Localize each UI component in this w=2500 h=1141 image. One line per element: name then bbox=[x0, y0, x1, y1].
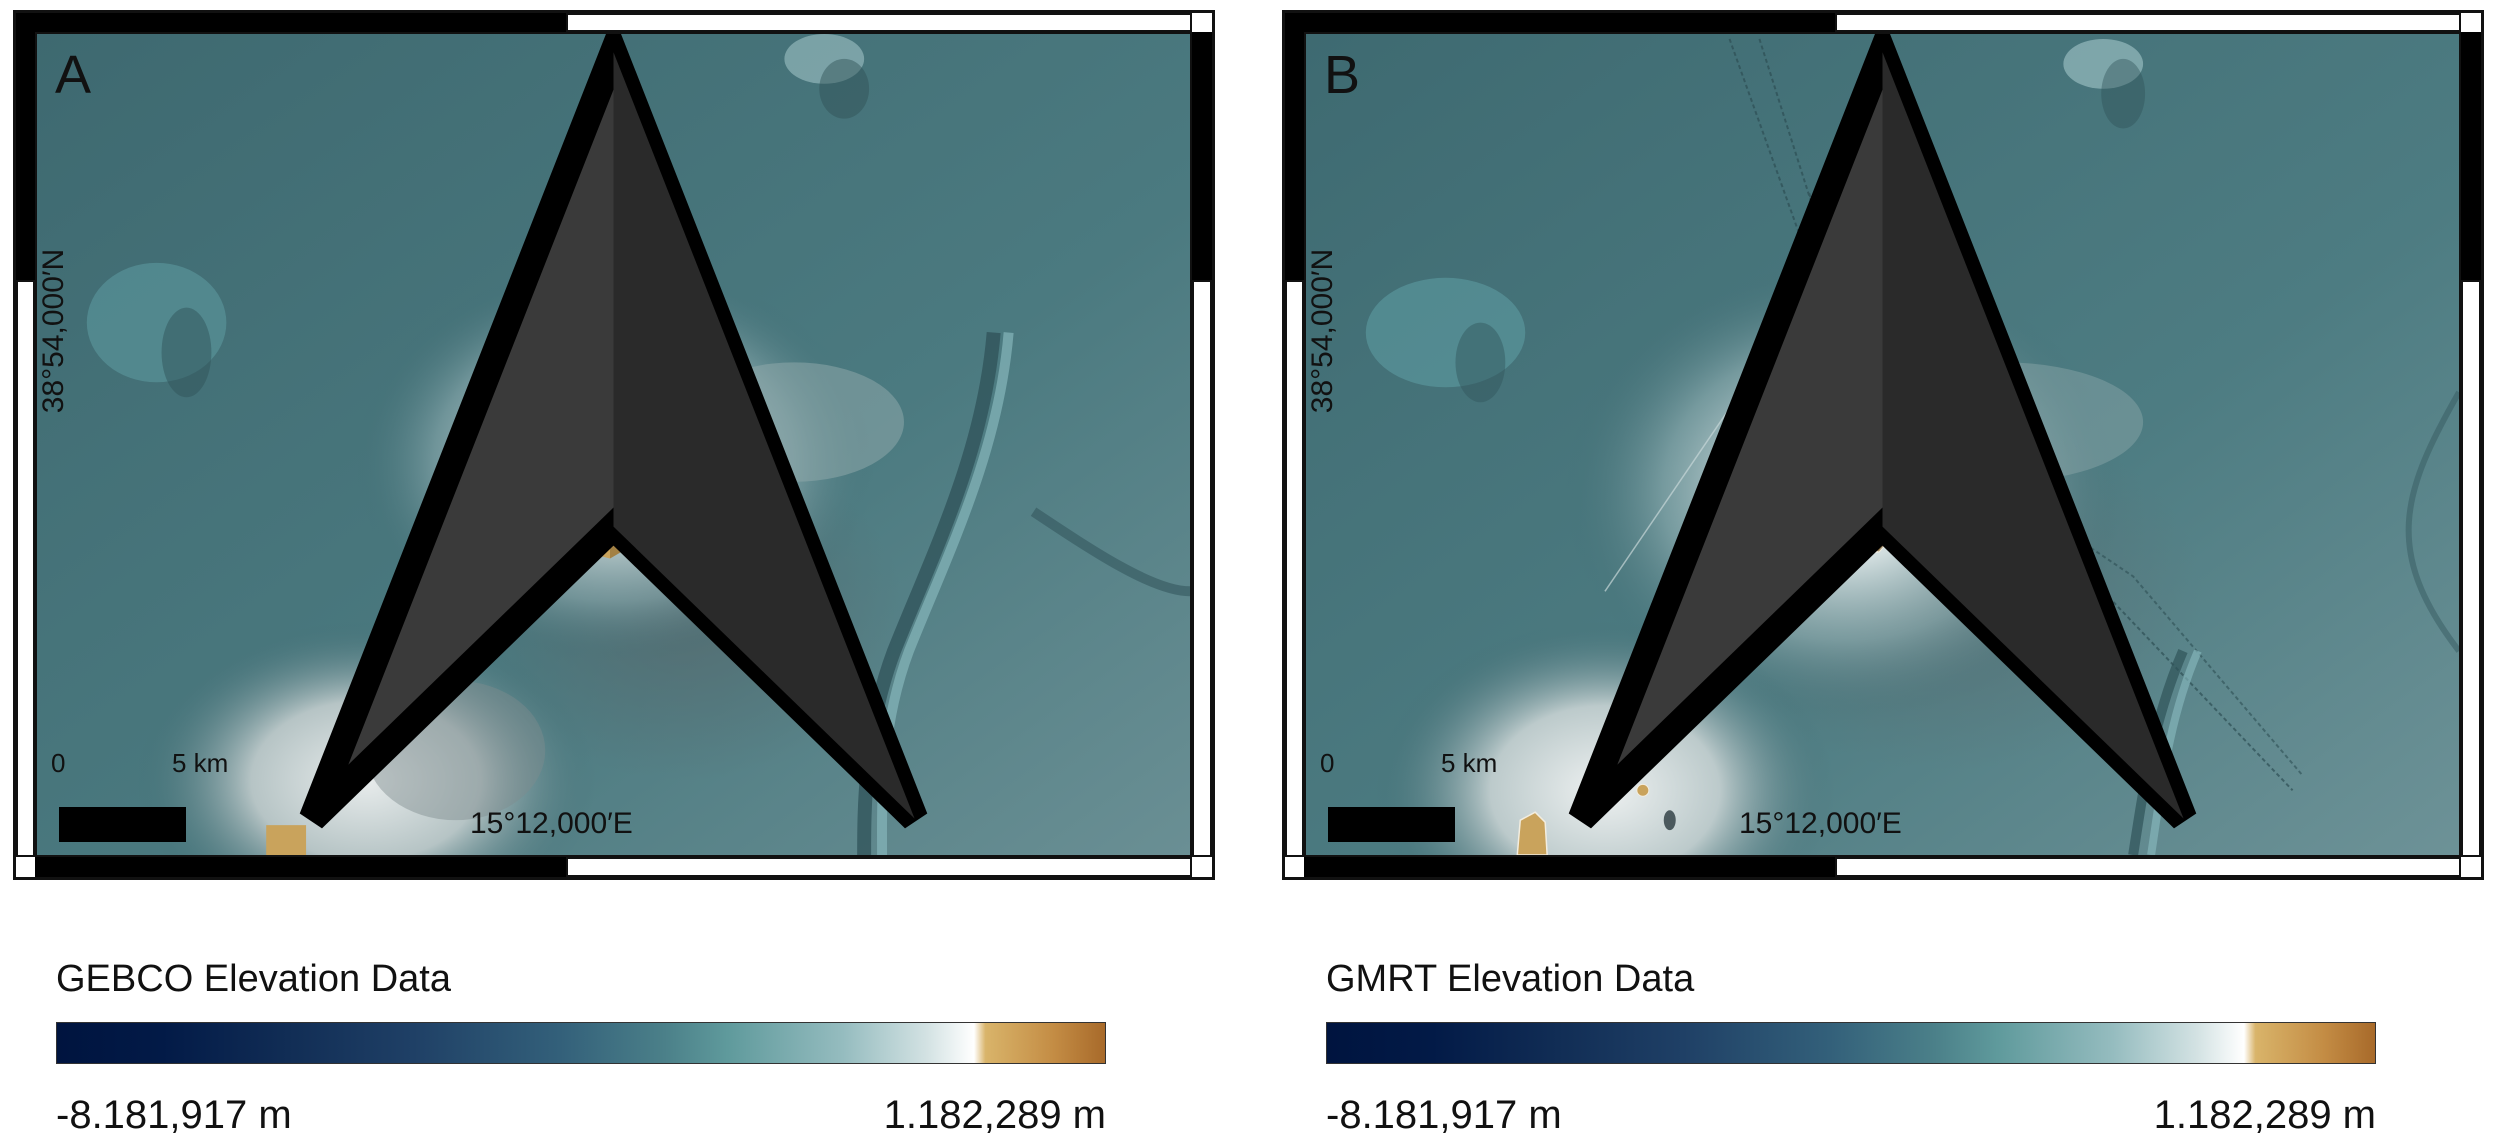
map-panel-b: B 38°54,000′N 15°12,000′E 0 5 km bbox=[1282, 10, 2484, 880]
legend-gmrt: GMRT Elevation Data -8.181,917 m 1.182,2… bbox=[1326, 958, 2386, 1135]
frame-tick-right-white bbox=[1192, 280, 1212, 857]
frame-tick-left-black bbox=[16, 13, 35, 280]
legend-min-value: -8.181,917 m bbox=[56, 1093, 292, 1137]
bathymetry-map-gebco: A 38°54,000′N 15°12,000′E 0 5 km bbox=[35, 32, 1192, 857]
frame-tick-right-white bbox=[2461, 280, 2481, 857]
legend-min-value: -8.181,917 m bbox=[1326, 1093, 1562, 1137]
frame-tick-left-white bbox=[16, 280, 35, 857]
longitude-label: 15°12,000′E bbox=[470, 807, 633, 840]
frame-tick-left-black bbox=[1285, 13, 1304, 280]
legend-title: GEBCO Elevation Data bbox=[56, 958, 451, 1000]
frame-tick-right-black bbox=[2461, 32, 2481, 280]
scale-bar-zero-label: 0 bbox=[1320, 748, 1335, 778]
frame-tick-right-black bbox=[1192, 32, 1212, 280]
map-panel-a: A 38°54,000′N 15°12,000′E 0 5 km bbox=[13, 10, 1215, 880]
longitude-label: 15°12,000′E bbox=[1739, 807, 1902, 840]
legend-max-value: 1.182,289 m bbox=[2153, 1093, 2376, 1137]
frame-tick-top-black bbox=[35, 13, 566, 32]
legend-gebco: GEBCO Elevation Data -8.181,917 m 1.182,… bbox=[56, 958, 1116, 1135]
north-arrow-icon bbox=[1568, 34, 2197, 829]
frame-tick-top-black bbox=[1304, 13, 1835, 32]
panel-label: A bbox=[55, 45, 92, 105]
panel-label: B bbox=[1324, 45, 1361, 105]
elevation-colorbar bbox=[56, 1022, 1106, 1064]
scale-bar bbox=[59, 807, 186, 842]
frame-tick-top-white bbox=[1835, 13, 2461, 32]
scale-bar-distance-label: 5 km bbox=[172, 748, 229, 778]
scale-bar bbox=[1328, 807, 1455, 842]
frame-tick-bottom-black bbox=[1304, 857, 1835, 877]
frame-tick-top-white bbox=[566, 13, 1192, 32]
frame-tick-bottom-white bbox=[1835, 857, 2461, 877]
legend-title: GMRT Elevation Data bbox=[1326, 958, 1695, 1000]
scale-bar-zero-label: 0 bbox=[51, 748, 66, 778]
scale-bar-distance-label: 5 km bbox=[1441, 748, 1498, 778]
frame-tick-bottom-black bbox=[35, 857, 566, 877]
bathymetry-map-gmrt: B 38°54,000′N 15°12,000′E 0 5 km bbox=[1304, 32, 2461, 857]
elevation-colorbar bbox=[1326, 1022, 2376, 1064]
legend-max-value: 1.182,289 m bbox=[883, 1093, 1106, 1137]
frame-tick-bottom-white bbox=[566, 857, 1192, 877]
frame-tick-left-white bbox=[1285, 280, 1304, 857]
north-arrow-icon bbox=[299, 34, 928, 829]
